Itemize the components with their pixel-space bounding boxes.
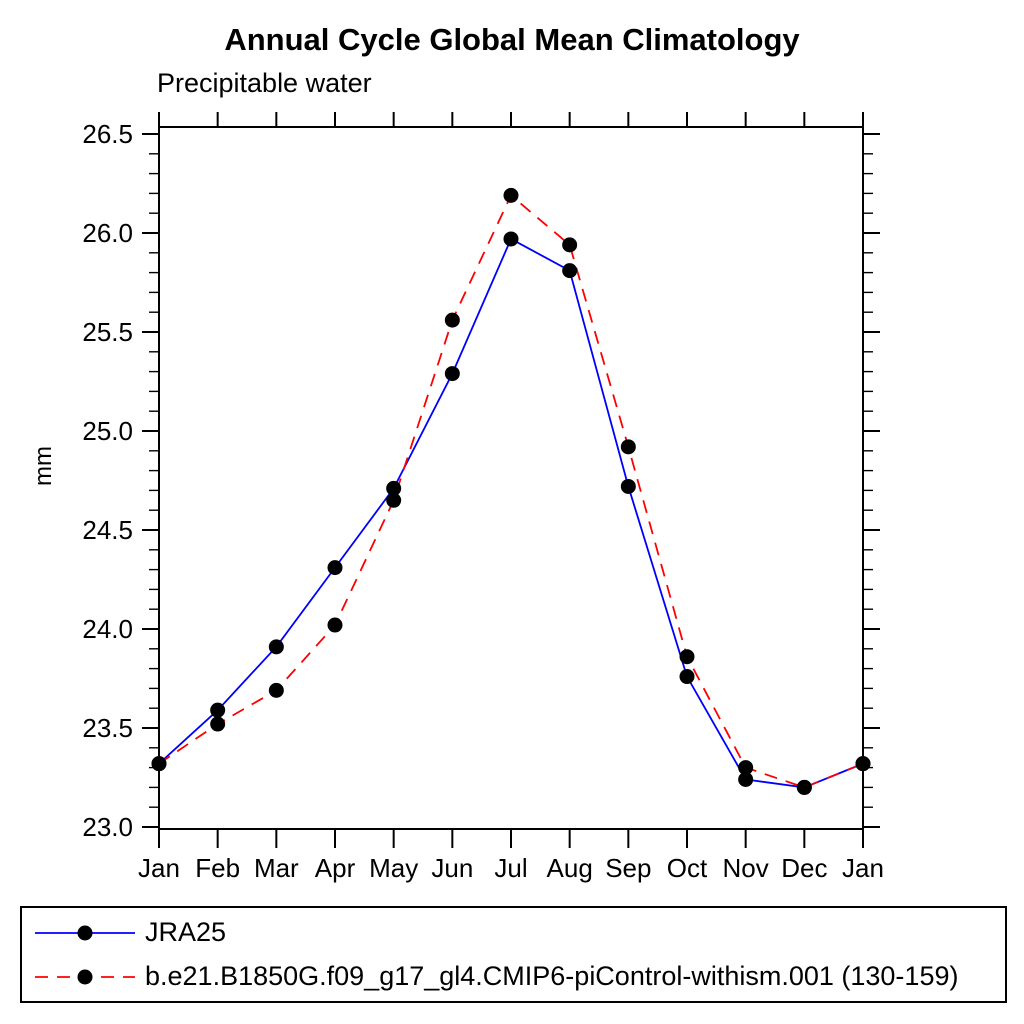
legend: JRA25 b.e21.B1850G.f09_g17_gl4.CMIP6-piC… (20, 906, 1007, 1003)
y-tick-label: 24.5 (82, 515, 133, 545)
data-point-marker (268, 682, 284, 698)
legend-line-sample-dashed (35, 969, 135, 984)
y-tick-label: 24.0 (82, 614, 133, 644)
model-series-line (158, 193, 864, 789)
y-tick-label: 23.0 (82, 812, 133, 842)
chart-subtitle: Precipitable water (157, 68, 372, 98)
jra25-series-line (158, 237, 864, 789)
chart-title: Annual Cycle Global Mean Climatology (224, 22, 800, 57)
data-point-marker (327, 617, 343, 633)
legend-label-model: b.e21.B1850G.f09_g17_gl4.CMIP6-piControl… (145, 961, 959, 991)
y-tick-label: 23.5 (82, 713, 133, 743)
x-tick-label: Mar (254, 853, 299, 883)
data-point-marker (620, 478, 636, 494)
x-tick-label: Dec (781, 853, 827, 883)
y-tick-label: 25.0 (82, 416, 133, 446)
data-point-marker (386, 492, 402, 508)
data-point-marker (679, 669, 695, 685)
x-tick-label: Oct (667, 853, 708, 883)
legend-marker-dot-icon (77, 925, 93, 940)
y-tick-label: 26.5 (82, 119, 133, 149)
x-tick-label: Nov (723, 853, 769, 883)
data-point-marker (796, 779, 812, 795)
data-point-marker (503, 187, 519, 203)
legend-item-jra25: JRA25 (29, 911, 1005, 955)
x-tick-label: Jan (138, 853, 180, 883)
legend-label-jra25: JRA25 (145, 917, 227, 947)
x-tick-label: Sep (605, 853, 651, 883)
x-tick-label: Jun (431, 853, 473, 883)
x-tick-label: Feb (195, 853, 240, 883)
x-tick-label: May (369, 853, 418, 883)
data-point-marker (855, 756, 871, 772)
data-point-marker (210, 716, 226, 732)
data-point-marker (562, 237, 578, 253)
data-point-marker (738, 771, 754, 787)
data-point-marker (679, 649, 695, 665)
data-point-marker (327, 560, 343, 576)
x-tick-label: Jan (842, 853, 884, 883)
x-tick-label: Jul (494, 853, 527, 883)
x-tick-label: Aug (547, 853, 593, 883)
legend-line-sample-solid (35, 925, 135, 940)
data-point-marker (444, 366, 460, 382)
legend-marker-dot-icon (77, 969, 93, 984)
y-tick-label: 26.0 (82, 218, 133, 248)
data-point-marker (738, 760, 754, 776)
data-point-marker (386, 480, 402, 496)
data-point-marker (444, 312, 460, 328)
y-tick-label: 25.5 (82, 317, 133, 347)
data-point-marker (210, 702, 226, 718)
data-point-marker (151, 756, 167, 772)
x-tick-label: Apr (315, 853, 356, 883)
data-point-marker (562, 263, 578, 279)
data-point-marker (503, 231, 519, 247)
data-point-marker (268, 639, 284, 655)
legend-item-model: b.e21.B1850G.f09_g17_gl4.CMIP6-piControl… (29, 955, 1005, 999)
data-point-marker (620, 439, 636, 455)
